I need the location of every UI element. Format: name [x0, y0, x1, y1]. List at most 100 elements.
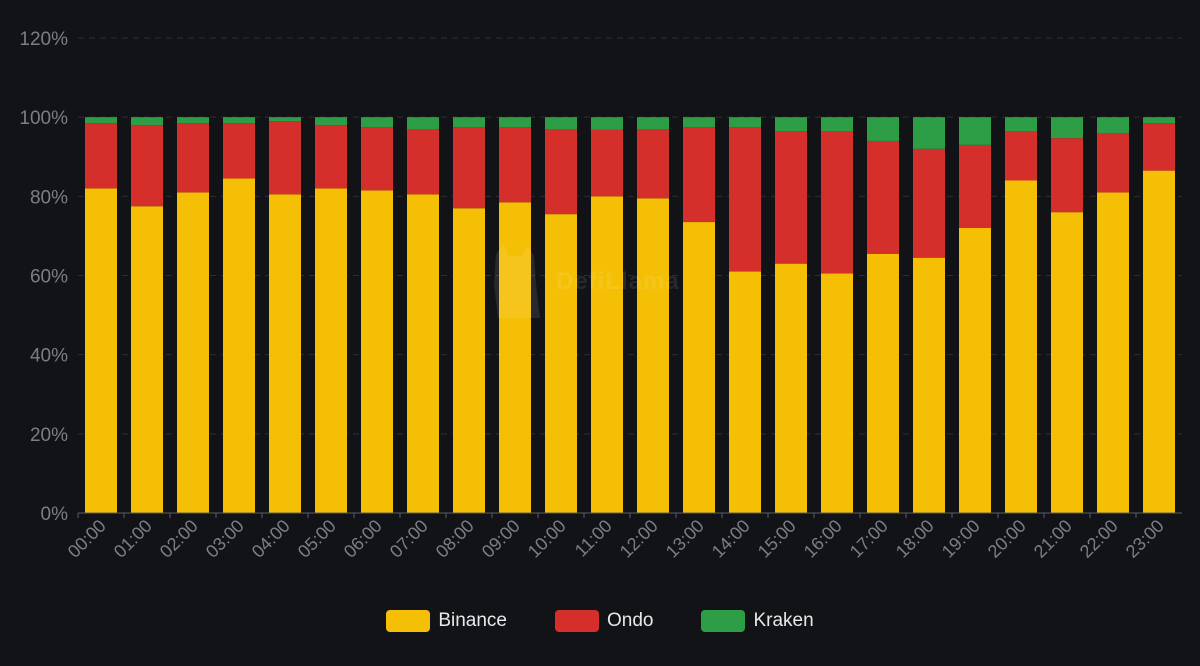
legend-label-binance: Binance — [438, 610, 507, 631]
bar-ondo — [545, 129, 577, 215]
bar-kraken — [729, 117, 761, 128]
x-tick-label: 14:00 — [708, 516, 754, 562]
x-tick-label: 22:00 — [1076, 516, 1122, 562]
bar-kraken — [959, 117, 991, 145]
bar-kraken — [453, 117, 485, 128]
bar-binance — [1097, 192, 1129, 513]
bar-binance — [913, 257, 945, 513]
bar-binance — [361, 190, 393, 514]
bar-kraken — [913, 117, 945, 149]
bar-binance — [407, 194, 439, 513]
bar-binance — [821, 273, 853, 513]
x-tick-label: 12:00 — [616, 516, 662, 562]
bar-binance — [683, 222, 715, 513]
legend-item-kraken[interactable]: Kraken — [701, 610, 814, 632]
y-tick-label: 40% — [30, 346, 68, 367]
bar-binance — [1005, 180, 1037, 513]
bar-binance — [85, 188, 117, 513]
y-tick-label: 0% — [41, 504, 69, 525]
bar-ondo — [85, 123, 117, 189]
bar-ondo — [269, 121, 301, 195]
x-tick-label: 17:00 — [846, 516, 892, 562]
bar-kraken — [821, 117, 853, 132]
legend-label-ondo: Ondo — [606, 610, 654, 631]
legend-item-ondo[interactable]: Ondo — [554, 610, 654, 632]
x-tick-label: 07:00 — [386, 516, 432, 562]
bar-binance — [591, 196, 623, 514]
bar-ondo — [775, 131, 807, 264]
x-tick-label: 02:00 — [156, 516, 202, 562]
x-tick-label: 23:00 — [1122, 516, 1168, 562]
bar-binance — [1051, 212, 1083, 513]
bar-ondo — [361, 127, 393, 191]
x-tick-label: 13:00 — [662, 516, 708, 562]
bar-ondo — [499, 127, 531, 203]
legend-swatch-binance — [386, 610, 431, 632]
bar-binance — [545, 214, 577, 514]
bar-kraken — [361, 117, 393, 128]
bar-binance — [315, 188, 347, 513]
bar-binance — [959, 228, 991, 513]
bar-kraken — [177, 117, 209, 124]
bar-kraken — [315, 117, 347, 126]
bar-ondo — [637, 129, 669, 199]
watermark-text: DefiLlama — [556, 268, 680, 295]
bar-kraken — [1097, 117, 1129, 133]
bar-ondo — [1005, 131, 1037, 181]
x-tick-label: 15:00 — [754, 516, 800, 562]
llama-icon — [494, 244, 540, 318]
legend: Binance Ondo Kraken — [0, 610, 1200, 632]
bar-binance — [1143, 170, 1175, 513]
bar-kraken — [1143, 117, 1175, 124]
bar-ondo — [407, 129, 439, 195]
bar-binance — [867, 253, 899, 513]
x-tick-label: 19:00 — [938, 516, 984, 562]
bar-binance — [729, 271, 761, 513]
x-tick-label: 09:00 — [478, 516, 524, 562]
bar-ondo — [729, 127, 761, 272]
bar-ondo — [913, 148, 945, 258]
bar-ondo — [1051, 138, 1083, 213]
bar-kraken — [1051, 117, 1083, 139]
bar-kraken — [223, 117, 255, 124]
bar-ondo — [1143, 123, 1175, 171]
bar-ondo — [131, 125, 163, 207]
bar-ondo — [821, 131, 853, 274]
bar-kraken — [499, 117, 531, 128]
bar-ondo — [867, 140, 899, 254]
bar-binance — [269, 194, 301, 513]
legend-swatch-ondo — [554, 610, 599, 632]
x-tick-label: 01:00 — [110, 516, 156, 562]
bar-ondo — [453, 127, 485, 209]
bar-kraken — [637, 117, 669, 130]
bar-ondo — [959, 144, 991, 228]
x-tick-label: 18:00 — [892, 516, 938, 562]
y-tick-label: 120% — [19, 29, 68, 50]
legend-item-binance[interactable]: Binance — [386, 610, 507, 632]
bar-kraken — [775, 117, 807, 132]
bar-ondo — [177, 123, 209, 193]
y-tick-label: 20% — [30, 425, 68, 446]
bar-ondo — [591, 129, 623, 197]
bar-kraken — [131, 117, 163, 126]
x-tick-label: 03:00 — [202, 516, 248, 562]
bar-kraken — [1005, 117, 1037, 132]
y-tick-label: 100% — [19, 108, 68, 129]
bar-ondo — [223, 123, 255, 179]
bar-binance — [453, 208, 485, 514]
x-tick-label: 11:00 — [571, 516, 616, 561]
x-tick-label: 06:00 — [340, 516, 386, 562]
x-tick-label: 21:00 — [1030, 516, 1076, 562]
x-tick-label: 00:00 — [64, 516, 110, 562]
legend-label-kraken: Kraken — [753, 610, 814, 631]
bar-kraken — [683, 117, 715, 128]
bar-binance — [637, 198, 669, 513]
bar-kraken — [867, 117, 899, 141]
y-tick-label: 80% — [30, 187, 68, 208]
bar-binance — [131, 206, 163, 513]
x-tick-label: 04:00 — [248, 516, 294, 562]
bar-binance — [775, 263, 807, 513]
x-tick-label: 08:00 — [432, 516, 478, 562]
bar-kraken — [545, 117, 577, 130]
